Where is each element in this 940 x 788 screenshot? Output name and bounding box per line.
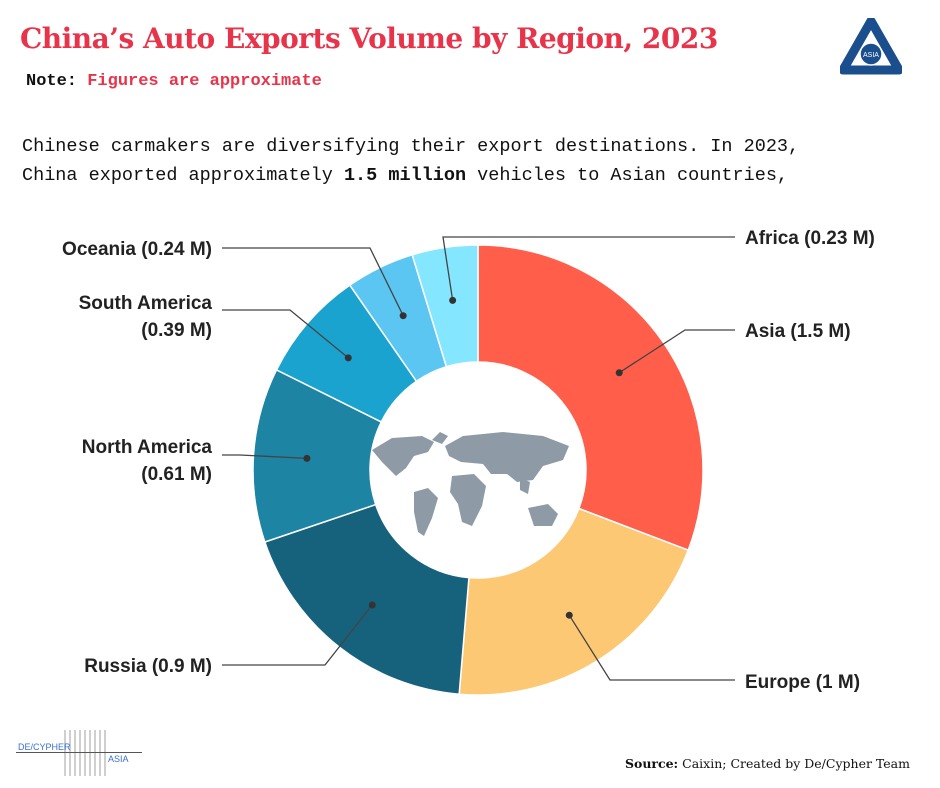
slice-europe — [458, 507, 690, 696]
maze-logo-icon — [64, 730, 108, 776]
decypher-asia-logo: DE/CYPHER ASIA — [16, 730, 146, 780]
slice-africa — [411, 244, 479, 368]
source-note: Source: Caixin; Created by De/Cypher Tea… — [625, 756, 910, 771]
description-line-2: China exported approximately 1.5 million… — [22, 161, 922, 190]
leader-line — [618, 329, 735, 374]
leader-dot — [303, 454, 311, 462]
data-label: Asia (1.5 M) — [745, 321, 851, 342]
leader-line — [222, 604, 373, 666]
leader-dot — [399, 312, 407, 320]
desc-text: vehicles to Asian countries, — [466, 165, 789, 186]
data-label-value: (0.61 M) — [141, 464, 212, 485]
logo-divider — [16, 752, 142, 753]
leader-dot — [449, 296, 457, 304]
slice-russia — [263, 503, 470, 696]
logo-text-decypher: DE/CYPHER — [18, 742, 71, 752]
leader-dot — [368, 601, 376, 609]
note-value: Figures are approximate — [87, 72, 322, 91]
leader-line — [222, 454, 307, 460]
description-line-1: Chinese carmakers are diversifying their… — [22, 136, 800, 157]
leader-line — [222, 247, 404, 316]
description: Chinese carmakers are diversifying their… — [22, 132, 922, 190]
data-label: Europe (1 M) — [745, 672, 860, 693]
chart-title: China’s Auto Exports Volume by Region, 2… — [20, 22, 718, 55]
desc-bold: 1.5 million — [343, 165, 467, 186]
logo-text: ASIA — [863, 52, 879, 59]
data-label: North America — [82, 437, 213, 458]
desc-text: China exported approximately — [22, 165, 344, 186]
source-label: Source: — [624, 756, 679, 771]
data-label-value: (0.39 M) — [141, 320, 212, 341]
asia-insight-logo-icon: ASIA — [840, 18, 902, 75]
data-label: Russia (0.9 M) — [84, 656, 212, 677]
source-text: Caixin; Created by De/Cypher Team — [678, 756, 910, 771]
note-label: Note: — [26, 72, 78, 91]
leader-dot — [615, 369, 623, 377]
logo-text-asia: ASIA — [108, 754, 129, 764]
world-map-icon — [372, 432, 569, 536]
slice-north-america — [252, 368, 383, 543]
data-label: Africa (0.23 M) — [745, 228, 875, 249]
leader-dot — [565, 611, 573, 619]
leader-line — [568, 614, 735, 681]
leader-line — [222, 309, 349, 359]
data-label: South America — [79, 293, 213, 314]
data-label: Oceania (0.24 M) — [62, 239, 212, 260]
leader-dot — [344, 354, 352, 362]
note: Note: Figures are approximate — [26, 72, 322, 91]
leader-line — [442, 236, 735, 301]
slice-asia — [477, 244, 704, 552]
